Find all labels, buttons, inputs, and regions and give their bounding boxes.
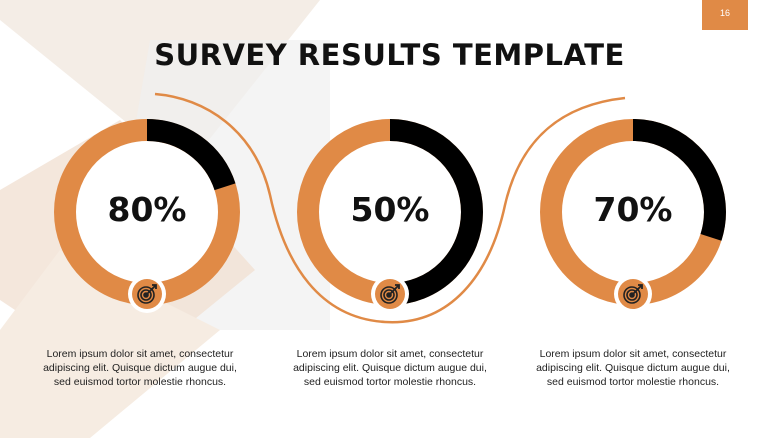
ring-remaining-arc xyxy=(540,119,726,305)
bg-diamond-bottom xyxy=(0,250,220,438)
page-title: SURVEY RESULTS TEMPLATE xyxy=(154,38,625,72)
page-number: 16 xyxy=(719,8,730,18)
connector-curve xyxy=(154,92,626,324)
target-icon xyxy=(371,275,409,313)
page-number-tab xyxy=(702,0,748,30)
metric-description: Lorem ipsum dolor sit amet, consectetur … xyxy=(293,348,487,388)
metric-percentage: 50% xyxy=(350,190,430,229)
ring-remaining-arc xyxy=(54,119,240,305)
metric-description: Lorem ipsum dolor sit amet, consectetur … xyxy=(536,348,730,388)
target-icon xyxy=(614,275,652,313)
donut-ring-2 xyxy=(297,119,483,313)
donut-ring-3 xyxy=(540,119,726,313)
metric-percentage: 80% xyxy=(107,190,187,229)
metric-percentage: 70% xyxy=(593,190,673,229)
target-icon xyxy=(128,275,166,313)
metric-description: Lorem ipsum dolor sit amet, consectetur … xyxy=(43,348,237,388)
donut-ring-1 xyxy=(54,119,240,313)
